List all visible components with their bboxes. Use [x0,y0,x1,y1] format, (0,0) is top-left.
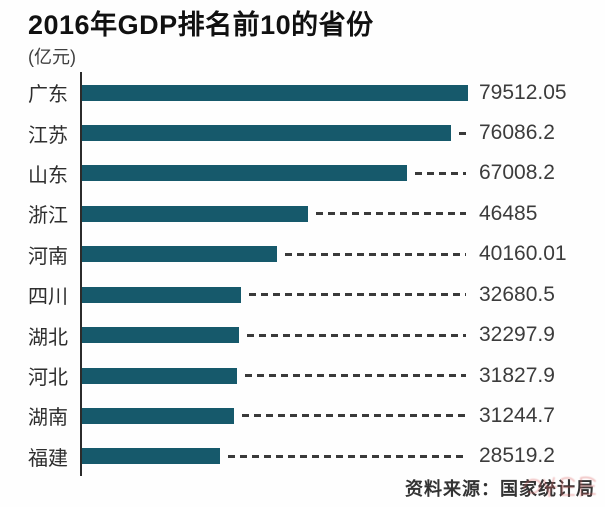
value-label: 79512.05 [479,80,567,104]
leader-dashed-line [415,171,466,175]
bar-track [82,84,468,101]
value-label: 31827.9 [479,363,555,387]
leader-dashed-line [246,333,466,337]
data-bar [82,367,237,384]
chart-title: 2016年GDP排名前10的省份 [28,10,374,40]
leader-dashed-line [459,131,466,135]
value-label: 67008.2 [479,161,555,185]
value-label: 32680.5 [479,282,555,306]
data-bar [82,205,308,222]
gdp-bar-chart: 广东 79512.05 江苏 76086.2 山东 67008.2 浙江 46485 河南 401… [28,72,588,477]
bar-track [82,407,468,424]
category-label: 湖南 [28,407,68,430]
y-axis-line [80,72,82,477]
data-bar [82,246,277,263]
bar-row: 四川 32680.5 [28,274,588,314]
bar-row: 河北 31827.9 [28,355,588,395]
bar-track [82,327,468,344]
category-label: 广东 [28,84,68,107]
bar-row: 湖北 32297.9 [28,315,588,355]
category-label: 浙江 [28,205,68,228]
bar-track [82,448,468,465]
category-label: 河南 [28,245,68,268]
data-bar [82,286,241,303]
data-bar [82,327,239,344]
bar-row: 江苏 76086.2 [28,113,588,153]
category-label: 四川 [28,286,68,309]
leader-dashed-line [284,252,466,256]
value-label: 76086.2 [479,121,555,145]
value-label: 31244.7 [479,403,555,427]
leader-dashed-line [315,212,466,216]
bar-row: 福建 28519.2 [28,436,588,476]
bar-track [82,367,468,384]
value-label: 28519.2 [479,444,555,468]
bar-row: 山东 67008.2 [28,153,588,193]
category-label: 江苏 [28,124,68,147]
bar-row: 河南 40160.01 [28,234,588,274]
source-note: 资料来源：国家统计局 [405,479,595,499]
leader-dashed-line [241,414,466,418]
unit-label: (亿元) [28,46,76,67]
leader-dashed-line [244,374,466,377]
bar-track [82,125,468,142]
category-label: 河北 [28,367,68,389]
bar-track [82,205,468,222]
value-label: 32297.9 [479,323,555,347]
category-label: 湖北 [28,326,68,349]
bar-track [82,165,468,182]
category-label: 山东 [28,164,68,187]
value-label: 40160.01 [479,242,567,266]
data-bar [82,165,408,182]
bar-row: 浙江 46485 [28,194,588,234]
data-bar [82,448,221,465]
bar-rows: 广东 79512.05 江苏 76086.2 山东 67008.2 浙江 46485 河南 401… [28,72,588,476]
bar-row: 湖南 31244.7 [28,396,588,436]
data-bar [82,84,468,101]
leader-dashed-line [248,293,466,297]
data-bar [82,125,452,142]
bar-track [82,286,468,303]
bar-row: 广东 79512.05 [28,72,588,112]
data-bar [82,407,234,424]
bar-track [82,246,468,263]
value-label: 46485 [479,201,538,225]
leader-dashed-line [228,454,466,458]
category-label: 福建 [28,447,68,470]
